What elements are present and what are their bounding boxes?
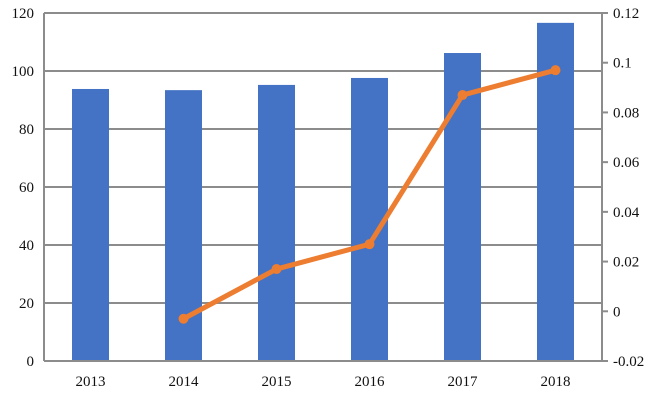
left-tick-label: 20 bbox=[19, 296, 34, 312]
line-marker bbox=[550, 65, 561, 76]
x-axis-ticks: 2013 2014 2015 2016 2017 2018 bbox=[76, 374, 571, 390]
right-axis-ticks: -0.02 0 0.02 0.04 0.06 0.08 0.1 0.12 bbox=[602, 6, 644, 370]
x-tick-label: 2018 bbox=[541, 374, 571, 390]
right-tick-label: 0.06 bbox=[613, 155, 640, 171]
line-marker bbox=[364, 239, 375, 250]
left-axis-ticks: 0 20 40 60 80 100 120 bbox=[12, 6, 35, 370]
line-marker bbox=[178, 313, 189, 324]
right-tick-label: 0.08 bbox=[613, 105, 639, 121]
right-tick-label: -0.02 bbox=[613, 354, 644, 370]
bar-2013 bbox=[72, 88, 109, 361]
right-tick-label: 0.1 bbox=[613, 56, 632, 72]
left-tick-label: 60 bbox=[19, 180, 34, 196]
x-tick-label: 2014 bbox=[169, 374, 200, 390]
right-tick-label: 0.02 bbox=[613, 255, 639, 271]
bar-series bbox=[72, 22, 574, 362]
axes bbox=[43, 13, 603, 362]
right-tick-label: 0 bbox=[613, 304, 621, 320]
gridlines bbox=[44, 12, 602, 362]
left-tick-label: 0 bbox=[27, 354, 35, 370]
bar-2018 bbox=[537, 22, 574, 362]
bar-2016 bbox=[351, 77, 388, 362]
x-tick-label: 2015 bbox=[262, 374, 292, 390]
left-tick-label: 120 bbox=[12, 6, 35, 22]
line-marker bbox=[271, 264, 282, 275]
left-tick-label: 40 bbox=[19, 238, 34, 254]
x-tick-label: 2013 bbox=[76, 374, 106, 390]
right-tick-label: 0.04 bbox=[613, 205, 640, 221]
left-tick-label: 100 bbox=[12, 64, 35, 80]
x-tick-label: 2017 bbox=[448, 374, 479, 390]
line-marker bbox=[457, 90, 468, 101]
x-tick-label: 2016 bbox=[355, 374, 386, 390]
bar-2017 bbox=[444, 53, 481, 362]
bar-2015 bbox=[258, 84, 295, 362]
line-series bbox=[178, 65, 561, 324]
right-tick-label: 0.12 bbox=[613, 6, 639, 22]
left-tick-label: 80 bbox=[19, 122, 34, 138]
